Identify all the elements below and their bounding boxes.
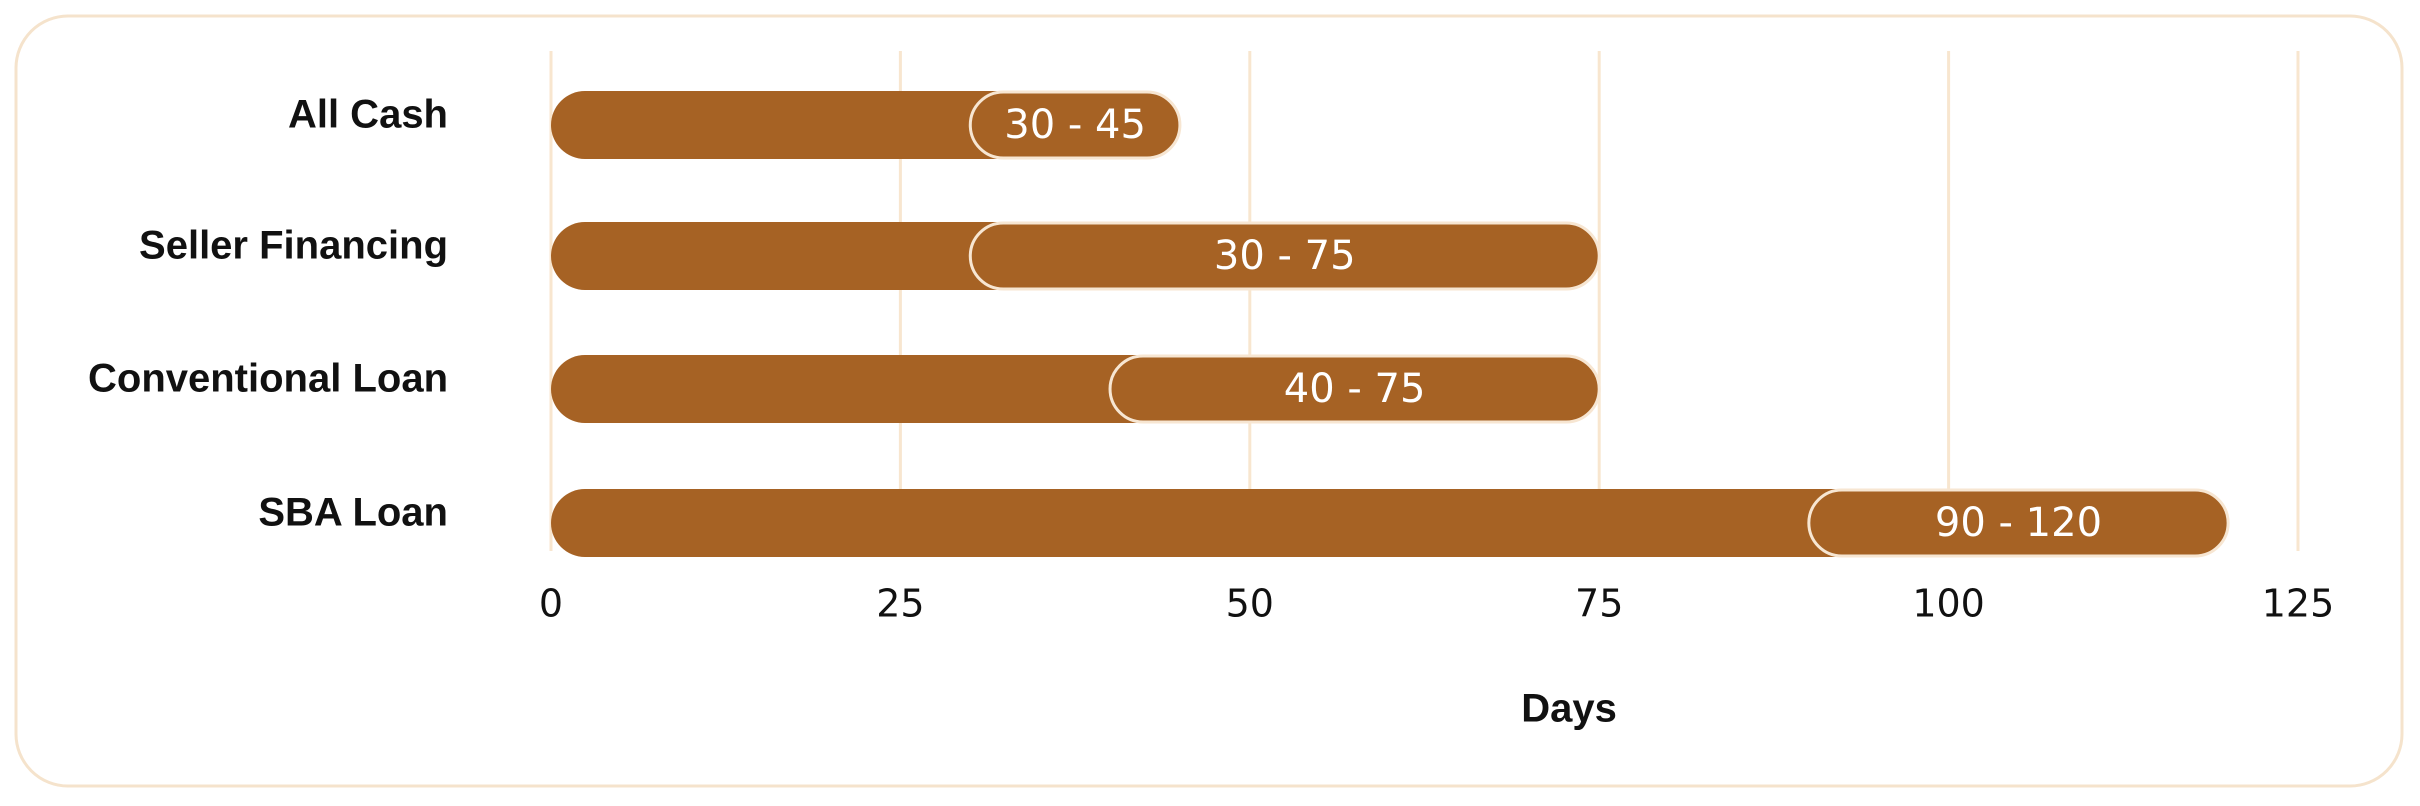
x-tick-label: 25 — [876, 582, 924, 626]
x-tick-label: 75 — [1575, 582, 1623, 626]
y-tick-label: SBA Loan — [258, 491, 448, 535]
range-segment — [1807, 488, 2230, 558]
bar — [551, 489, 2229, 557]
range-segment — [968, 90, 1182, 160]
range-segment — [968, 221, 1601, 291]
value-label: 30 - 75 — [1214, 233, 1356, 279]
y-tick-label: Seller Financing — [139, 224, 448, 268]
x-tick-label: 0 — [539, 582, 563, 626]
value-label: 40 - 75 — [1284, 366, 1426, 412]
y-tick-label: All Cash — [288, 93, 448, 137]
y-tick-label: Conventional Loan — [88, 357, 448, 401]
x-axis-title: Days — [1521, 687, 1617, 731]
x-tick-label: 100 — [1912, 582, 1985, 626]
value-label: 90 - 120 — [1935, 500, 2102, 546]
value-label: 30 - 45 — [1004, 102, 1146, 148]
range-segment — [1108, 354, 1601, 424]
x-tick-label: 50 — [1226, 582, 1274, 626]
x-tick-label: 125 — [2262, 582, 2335, 626]
